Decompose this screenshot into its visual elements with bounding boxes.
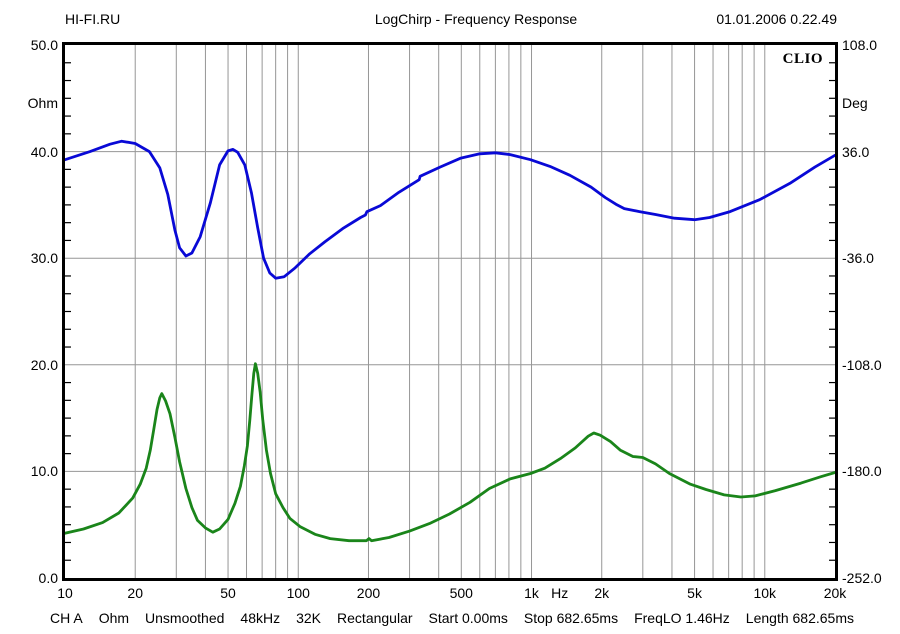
phase-curve <box>65 139 835 280</box>
status-bar: CH A Ohm Unsmoothed 48kHz 32K Rectangular Star… <box>50 610 890 626</box>
x-tick-label: 100 <box>286 585 310 601</box>
status-sample-rate: 48kHz <box>240 610 281 626</box>
y-left-tick-label: 0.0 <box>38 570 58 586</box>
y-left-tick-label: 10.0 <box>30 463 58 480</box>
y-right-axis-unit: Deg <box>842 95 868 111</box>
x-tick-label: 20k <box>823 585 847 601</box>
y-right-tick-label: 108.0 <box>842 37 878 53</box>
status-channel: CH A <box>50 610 83 626</box>
y-left-tick-label: 20.0 <box>30 356 58 373</box>
site-title: HI-FI.RU <box>65 11 121 27</box>
y-left-tick-label: 40.0 <box>30 143 58 160</box>
y-right-tick-label: 36.0 <box>842 143 870 160</box>
x-tick-label: 5k <box>687 585 702 601</box>
plot-area: CLIO <box>62 42 838 581</box>
y-left-axis-unit: Ohm <box>27 95 58 111</box>
y-right-tick-label: -36.0 <box>842 250 874 267</box>
status-freqlo: FreqLO 1.46Hz <box>634 610 730 626</box>
y-right-tick-label: -180.0 <box>842 463 882 480</box>
chart-title: LogChirp - Frequency Response <box>374 11 578 27</box>
status-window: Rectangular <box>337 610 413 626</box>
impedance-curve <box>65 362 835 543</box>
x-tick-label: 10k <box>753 585 777 601</box>
x-axis-unit-label: Hz <box>551 585 569 601</box>
x-tick-label: 10 <box>57 585 73 601</box>
x-tick-label: 1k <box>524 585 539 601</box>
status-unit: Ohm <box>98 610 130 626</box>
x-tick-label: 50 <box>220 585 236 601</box>
x-tick-label: 500 <box>449 585 473 601</box>
y-right-tick-label: -108.0 <box>842 356 882 373</box>
x-tick-label: 20 <box>127 585 143 601</box>
status-smoothing: Unsmoothed <box>145 610 225 626</box>
y-right-tick-label: -252.0 <box>842 570 882 586</box>
clio-logo: CLIO <box>782 51 823 67</box>
y-left-tick-label: 30.0 <box>30 250 58 267</box>
timestamp: 01.01.2006 0.22.49 <box>716 11 837 27</box>
x-tick-label: 2k <box>594 585 610 601</box>
status-start: Start 0.00ms <box>428 610 508 626</box>
status-stop: Stop 682.65ms <box>523 610 619 626</box>
x-tick-label: 200 <box>356 585 381 601</box>
y-left-tick-label: 50.0 <box>30 37 58 53</box>
status-length: Length 682.65ms <box>745 610 854 626</box>
chart-canvas <box>65 45 835 578</box>
status-fft-size: 32K <box>296 610 322 626</box>
